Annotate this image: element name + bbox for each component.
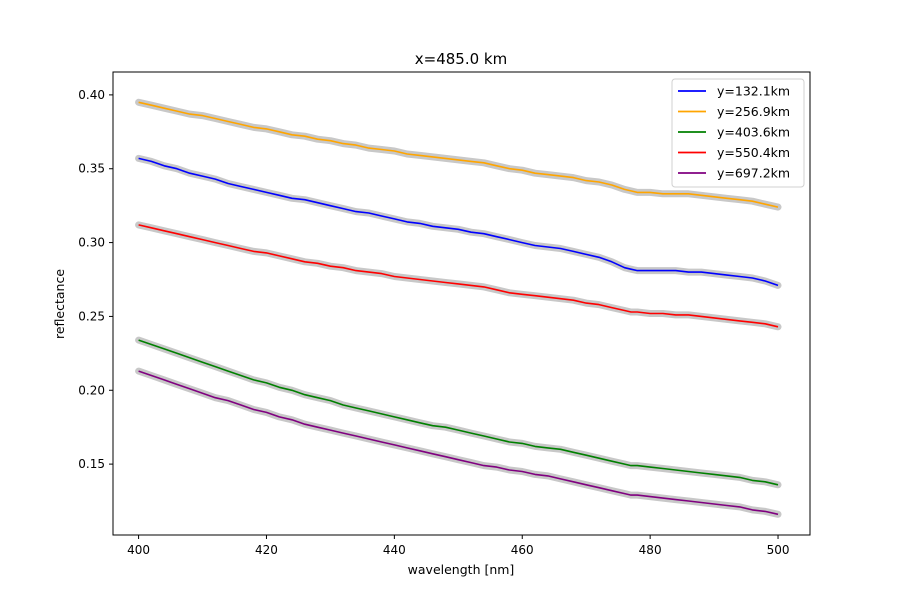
series-line-0: [138, 157, 779, 287]
x-tick-label: 500: [767, 543, 790, 557]
x-tick-label: 460: [511, 543, 534, 557]
legend-label-1: y=256.9km: [717, 104, 790, 119]
legend-label-4: y=697.2km: [717, 166, 790, 181]
y-tick-label: 0.35: [78, 162, 105, 176]
x-tick-label: 440: [383, 543, 406, 557]
series-line-3: [138, 224, 779, 328]
chart-title: x=485.0 km: [415, 50, 507, 68]
plot-frame: [112, 71, 811, 536]
series-lines: [138, 101, 779, 516]
legend: y=132.1km y=256.9km y=403.6km y=550.4km y=69…: [671, 78, 805, 188]
y-tick-label: 0.25: [78, 309, 105, 323]
y-tick-label: 0.20: [78, 383, 105, 397]
x-tick-label: 400: [127, 543, 150, 557]
y-tick-label: 0.40: [78, 88, 105, 102]
series-band-3: [135, 221, 782, 331]
y-tick-label: 0.15: [78, 457, 105, 471]
x-axis-label: wavelength [nm]: [408, 562, 515, 577]
x-tick-label: 480: [639, 543, 662, 557]
series-line-2: [138, 339, 779, 486]
y-axis-label: reflectance: [52, 269, 67, 339]
legend-label-0: y=132.1km: [717, 84, 790, 99]
series-line-4: [138, 370, 779, 516]
series-band-4: [135, 367, 782, 518]
x-tick-label: 420: [255, 543, 278, 557]
legend-label-3: y=550.4km: [717, 145, 790, 160]
series-line-1: [138, 101, 779, 208]
legend-label-2: y=403.6km: [717, 125, 790, 140]
axes: 400 420 440 460 480 500 0.15 0.20 0.25 0.30 0.35 0.…: [78, 71, 811, 557]
y-tick-label: 0.30: [78, 236, 105, 250]
legend-box: [671, 78, 805, 188]
